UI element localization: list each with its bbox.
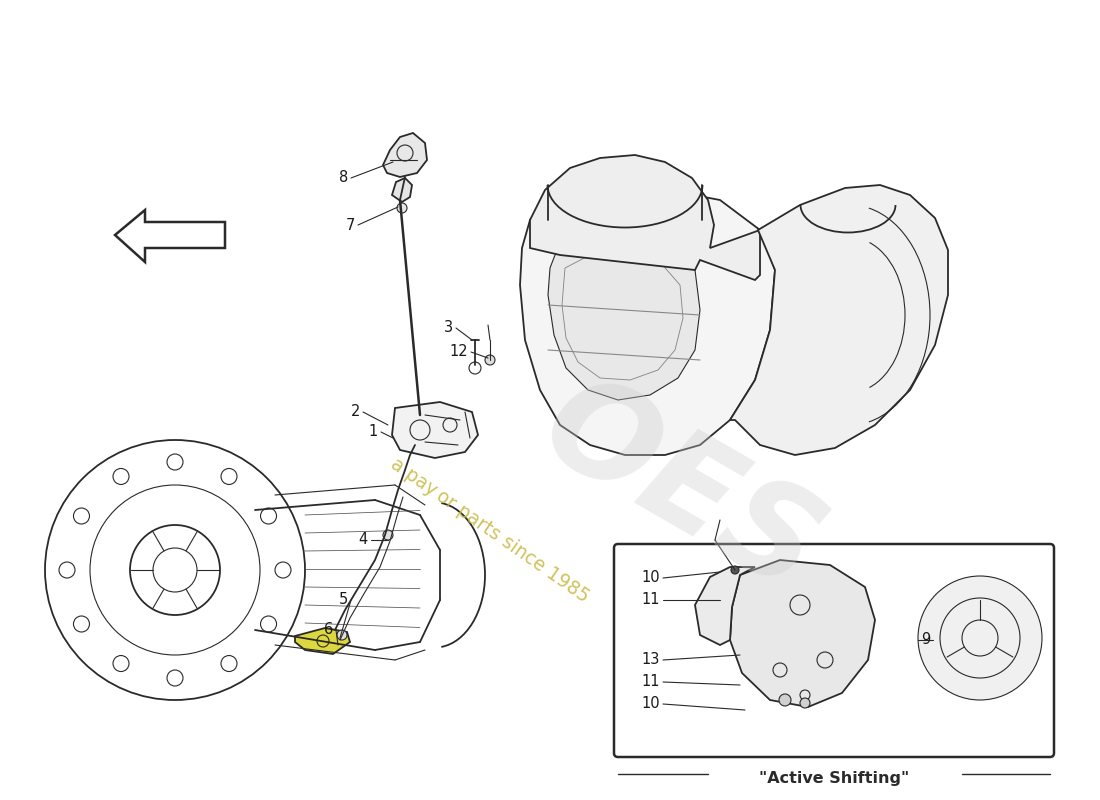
Circle shape: [800, 698, 810, 708]
Circle shape: [918, 576, 1042, 700]
Polygon shape: [730, 560, 875, 707]
Text: 12: 12: [450, 345, 468, 359]
Polygon shape: [530, 155, 760, 280]
Circle shape: [779, 694, 791, 706]
Text: 10: 10: [641, 570, 660, 586]
Polygon shape: [116, 210, 226, 262]
Text: 1: 1: [368, 425, 378, 439]
Polygon shape: [295, 628, 350, 654]
Text: 3: 3: [444, 321, 453, 335]
Circle shape: [485, 355, 495, 365]
Circle shape: [383, 530, 393, 540]
Polygon shape: [392, 402, 478, 458]
Text: OES: OES: [519, 361, 840, 619]
Text: 8: 8: [339, 170, 348, 186]
Text: 7: 7: [345, 218, 355, 233]
Text: a pay or parts since 1985: a pay or parts since 1985: [387, 454, 593, 606]
Text: 11: 11: [641, 674, 660, 690]
Polygon shape: [383, 133, 427, 177]
Polygon shape: [730, 185, 948, 455]
Polygon shape: [695, 567, 755, 645]
Circle shape: [337, 630, 346, 640]
Circle shape: [732, 566, 739, 574]
Polygon shape: [520, 185, 776, 455]
Text: 11: 11: [641, 593, 660, 607]
Circle shape: [397, 203, 407, 213]
Text: "Active Shifting": "Active Shifting": [759, 771, 909, 786]
Text: 10: 10: [641, 697, 660, 711]
Polygon shape: [392, 178, 412, 202]
Text: 4: 4: [359, 533, 369, 547]
Text: 5: 5: [339, 593, 348, 607]
Text: 13: 13: [641, 653, 660, 667]
Text: 9: 9: [921, 633, 929, 647]
Polygon shape: [548, 235, 700, 400]
FancyBboxPatch shape: [614, 544, 1054, 757]
Text: 6: 6: [323, 622, 333, 638]
Text: 2: 2: [351, 405, 360, 419]
